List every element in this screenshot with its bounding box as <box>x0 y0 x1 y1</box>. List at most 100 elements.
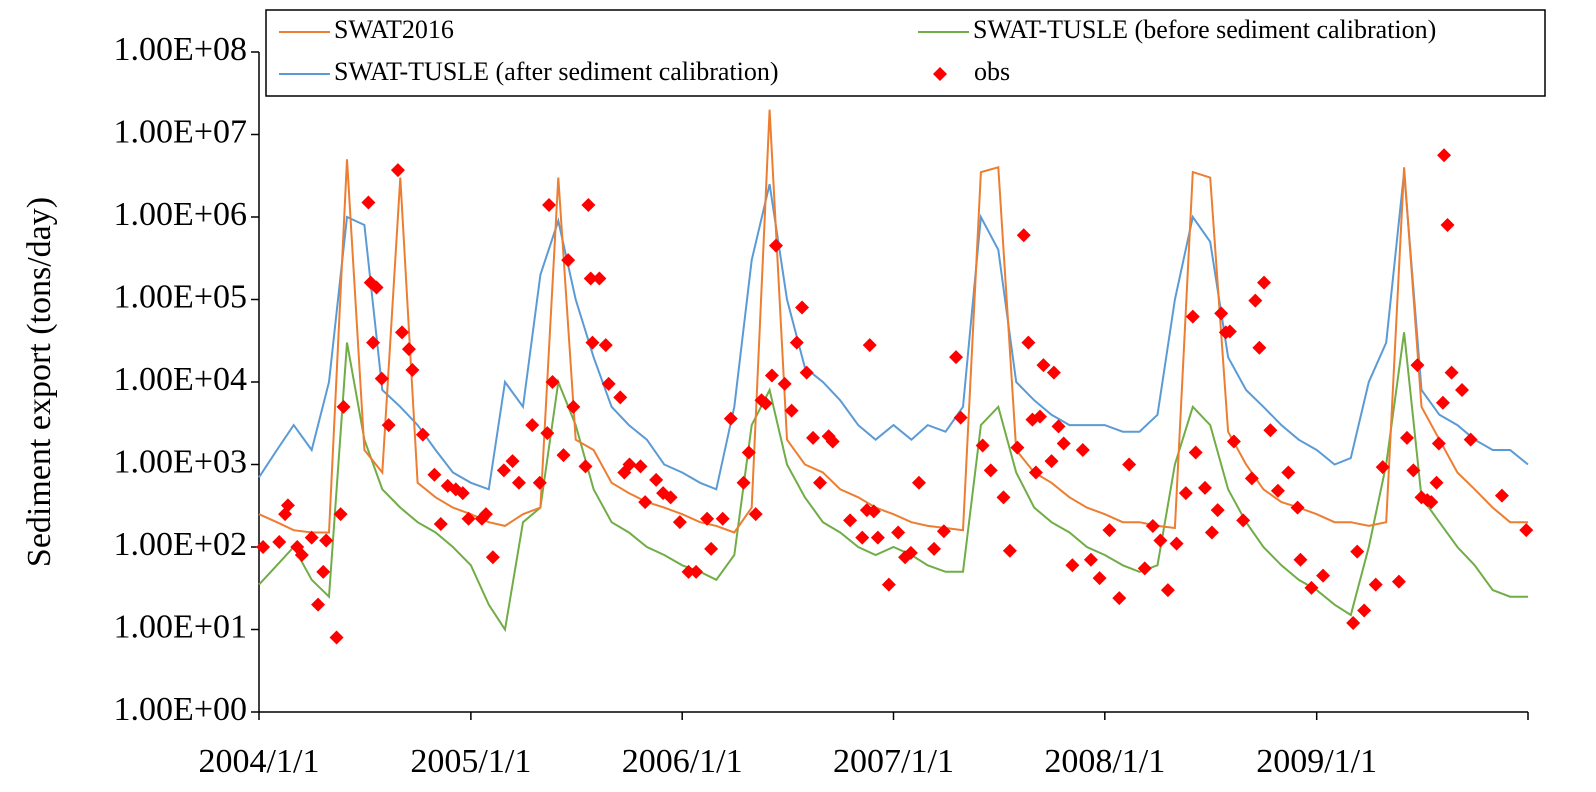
obs-point <box>855 530 870 545</box>
obs-point <box>891 525 906 540</box>
obs-point <box>374 371 389 386</box>
obs-point <box>1075 442 1090 457</box>
obs-point <box>1010 440 1025 455</box>
obs-point <box>1021 335 1036 350</box>
x-tick-label: 2008/1/1 <box>1044 743 1165 780</box>
obs-point <box>1214 306 1229 321</box>
obs-point <box>280 498 295 513</box>
obs-point <box>381 418 396 433</box>
legend-label: SWAT2016 <box>334 15 454 44</box>
obs-point <box>1169 536 1184 551</box>
y-tick-label: 1.00E+08 <box>114 31 247 68</box>
obs-point <box>870 530 885 545</box>
obs-point <box>1357 603 1372 618</box>
obs-point <box>1346 615 1361 630</box>
obs-point <box>401 342 416 357</box>
obs-point <box>1185 309 1200 324</box>
y-tick-label: 1.00E+07 <box>114 113 247 150</box>
obs-point <box>795 300 810 315</box>
obs-point <box>1257 275 1272 290</box>
obs-point <box>949 350 964 365</box>
obs-point <box>1153 533 1168 548</box>
legend-label: SWAT-TUSLE (after sediment calibration) <box>334 57 779 86</box>
obs-point <box>812 475 827 490</box>
obs-point <box>936 524 951 539</box>
obs-point <box>1290 500 1305 515</box>
obs-point <box>319 533 334 548</box>
y-tick-label: 1.00E+02 <box>114 526 247 563</box>
obs-point <box>1032 409 1047 424</box>
obs-point <box>1122 457 1137 472</box>
obs-point <box>366 335 381 350</box>
obs-point <box>294 547 309 562</box>
obs-point <box>561 253 576 268</box>
obs-point <box>843 513 858 528</box>
obs-point <box>1316 568 1331 583</box>
obs-point <box>601 376 616 391</box>
obs-point <box>1226 434 1241 449</box>
obs-point <box>1410 358 1425 373</box>
obs-point <box>478 507 493 522</box>
obs-point <box>1304 580 1319 595</box>
obs-point <box>1137 561 1152 576</box>
obs-point <box>768 238 783 253</box>
obs-point <box>1160 583 1175 598</box>
obs-point <box>433 517 448 532</box>
obs-point <box>777 376 792 391</box>
x-tick-label: 2004/1/1 <box>199 743 320 780</box>
obs-point <box>256 540 271 554</box>
obs-point <box>1248 293 1263 308</box>
obs-point <box>542 197 557 212</box>
obs-point <box>1002 543 1017 558</box>
obs-point <box>1494 488 1509 503</box>
obs-point <box>748 507 763 522</box>
y-tick-label: 1.00E+06 <box>114 196 247 233</box>
obs-point <box>461 511 476 526</box>
obs-point <box>1519 523 1534 538</box>
obs-point <box>369 280 384 295</box>
obs-point <box>681 564 696 579</box>
obs-point <box>1400 430 1415 445</box>
obs-point <box>784 403 799 418</box>
obs-point <box>598 338 613 353</box>
obs-point <box>736 475 751 490</box>
obs-point <box>532 475 547 490</box>
obs-point <box>633 459 648 474</box>
obs-point <box>927 541 942 556</box>
obs-point <box>415 427 430 442</box>
obs-point <box>336 399 351 414</box>
obs-point <box>316 564 331 579</box>
obs-point <box>1350 544 1365 559</box>
obs-point <box>585 335 600 350</box>
obs-point <box>329 630 344 645</box>
x-tick-label: 2005/1/1 <box>410 743 531 780</box>
obs-point <box>996 490 1011 505</box>
obs-point <box>1036 358 1051 373</box>
obs-point <box>700 511 715 526</box>
obs-point <box>1051 419 1066 434</box>
obs-point <box>311 597 326 612</box>
obs-point <box>1112 591 1127 606</box>
obs-point <box>1424 495 1439 510</box>
obs-point <box>578 459 593 474</box>
y-tick-label: 1.00E+01 <box>114 608 247 645</box>
obs-point <box>1145 518 1160 533</box>
obs-point <box>545 375 560 389</box>
obs-point <box>485 550 500 565</box>
obs-point <box>525 418 540 433</box>
obs-point <box>1046 365 1061 380</box>
obs-point <box>758 396 773 411</box>
y-tick-label: 1.00E+05 <box>114 278 247 315</box>
obs-point <box>1463 432 1478 447</box>
obs-point <box>566 399 581 414</box>
obs-point <box>427 467 442 482</box>
obs-point <box>583 271 598 286</box>
obs-point <box>1197 480 1212 495</box>
x-tick-label: 2006/1/1 <box>622 743 743 780</box>
obs-point <box>983 463 998 478</box>
obs-point <box>1016 228 1031 243</box>
obs-point <box>333 507 348 522</box>
obs-point <box>638 495 653 510</box>
